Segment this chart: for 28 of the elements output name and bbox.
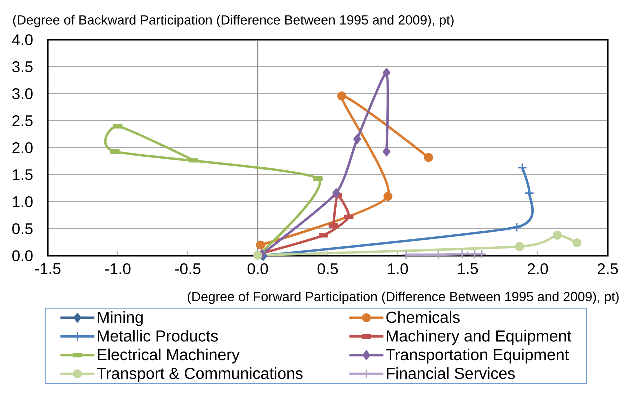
x-tick-label: 0.5 — [318, 264, 338, 274]
y-tick-label: 1.5 — [13, 170, 33, 180]
y-axis-title: (Degree of Backward Participation (Difference Between 1995 and 2009), pt) — [13, 15, 454, 28]
x-axis-title: (Degree of Forward Participation (Difference Between 1995 and 2009), pt) — [188, 292, 619, 304]
x-tick-label: 1.0 — [388, 264, 408, 274]
y-tick-label: 4.0 — [12, 34, 33, 46]
legend-label: Machinery and Equipment — [387, 330, 572, 346]
x-tick-label: -1.5 — [35, 264, 61, 274]
legend-label: Transport & Communications — [97, 368, 303, 382]
y-tick-label: 0.5 — [12, 224, 33, 234]
x-tick-label: 2.0 — [528, 264, 548, 274]
y-tick-label: 1.0 — [13, 196, 33, 208]
legend-label: Electrical Machinery — [98, 348, 240, 364]
y-tick-label: 2.5 — [12, 116, 33, 126]
legend-label: Mining — [98, 311, 143, 326]
legend-label: Metallic Products — [98, 330, 218, 342]
y-tick-label: 3.5 — [12, 62, 33, 72]
x-tick-label: 1.5 — [458, 264, 478, 274]
x-tick-label: -0.5 — [175, 264, 201, 274]
y-tick-label: 2.0 — [12, 142, 33, 154]
y-tick-label: 0.0 — [12, 250, 33, 262]
legend-label: Transportation Equipment — [386, 348, 570, 364]
x-tick-label: 0.0 — [248, 264, 268, 274]
legend-label: Chemicals — [386, 311, 460, 324]
x-tick-label: -1.0 — [105, 264, 131, 274]
legend-label: Financial Services — [387, 368, 516, 380]
y-tick-label: 3.0 — [12, 88, 33, 100]
x-tick-label: 2.5 — [598, 264, 618, 274]
